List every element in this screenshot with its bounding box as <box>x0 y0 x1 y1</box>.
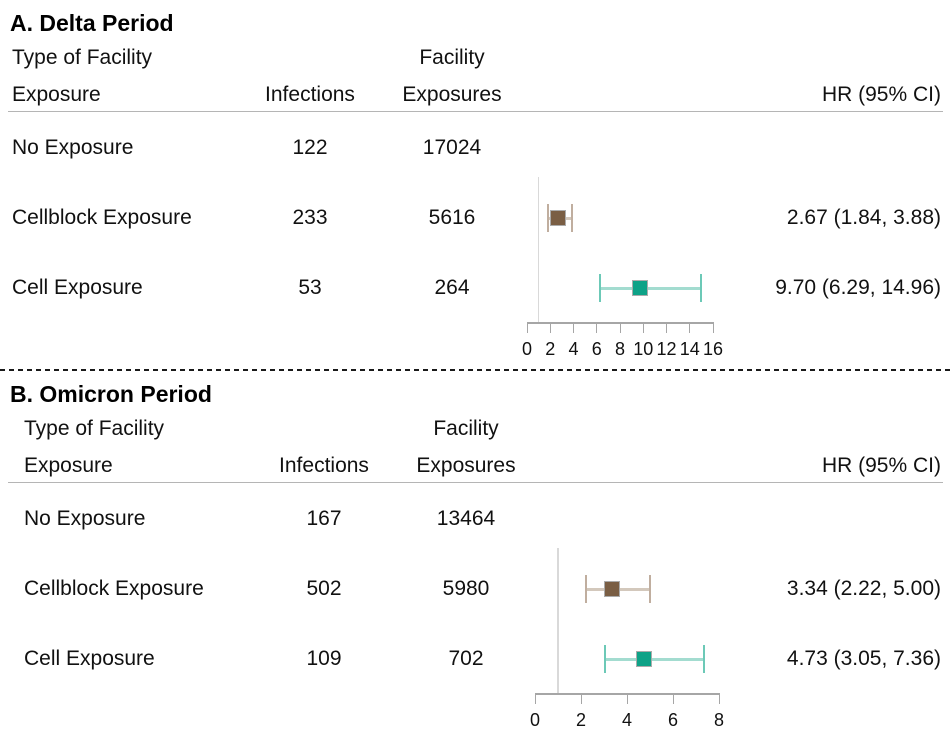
column-header-hr: HR (95% CI) <box>821 83 941 106</box>
axis-tick <box>672 693 674 704</box>
row-infections: 122 <box>292 136 328 159</box>
axis-tick-label: 4 <box>621 710 632 730</box>
axis-tick <box>573 322 574 333</box>
row-infections: 53 <box>298 276 322 299</box>
row-label: Cell Exposure <box>24 647 155 670</box>
axis-tick <box>580 693 582 704</box>
axis-tick-label: 2 <box>545 339 556 359</box>
ci-cap <box>604 645 607 673</box>
axis-tick <box>689 322 691 333</box>
axis-tick <box>626 693 628 704</box>
axis-tick-label: 4 <box>568 339 579 359</box>
panel-title: B. Omicron Period <box>10 381 212 407</box>
row-infections: 233 <box>292 206 328 229</box>
column-header-exposure-line1: Type of Facility <box>24 417 165 440</box>
axis-tick <box>712 322 714 333</box>
axis-tick <box>526 322 528 333</box>
axis-tick-label: 2 <box>575 710 586 730</box>
panel-divider-dashed-line <box>0 369 951 371</box>
column-header-infections: Infections <box>279 454 369 477</box>
ci-cap <box>599 274 602 302</box>
x-axis-line <box>535 693 719 695</box>
reference-line <box>557 548 559 693</box>
axis-tick <box>534 693 536 704</box>
row-facility-exposures: 264 <box>434 276 470 299</box>
row-infections: 109 <box>306 647 342 670</box>
column-header-infections: Infections <box>265 83 355 106</box>
axis-tick-label: 10 <box>633 339 654 359</box>
axis-tick <box>619 322 621 333</box>
row-label: No Exposure <box>24 507 146 530</box>
column-header-exposure-line2: Exposure <box>24 454 113 477</box>
axis-tick-label: 8 <box>614 339 625 359</box>
column-header-facility-line2: Exposures <box>402 83 502 106</box>
axis-tick-label: 0 <box>521 339 532 359</box>
column-header-exposure-line1: Type of Facility <box>12 46 153 69</box>
axis-tick-label: 12 <box>656 339 677 359</box>
x-axis-line <box>527 322 713 324</box>
row-label: Cellblock Exposure <box>12 206 192 229</box>
ci-line <box>548 217 573 220</box>
axis-tick-label: 6 <box>667 710 678 730</box>
header-rule <box>8 111 943 112</box>
row-facility-exposures: 13464 <box>436 507 496 530</box>
axis-tick <box>666 322 667 333</box>
row-hr-ci-value: 2.67 (1.84, 3.88) <box>786 206 941 229</box>
axis-tick-label: 6 <box>591 339 602 359</box>
axis-tick <box>642 322 644 333</box>
row-label: Cellblock Exposure <box>24 577 204 600</box>
ci-cap <box>547 204 550 232</box>
row-facility-exposures: 5980 <box>442 577 490 600</box>
row-facility-exposures: 17024 <box>422 136 482 159</box>
row-infections: 502 <box>306 577 342 600</box>
row-hr-ci-value: 4.73 (3.05, 7.36) <box>786 647 941 670</box>
column-header-facility-line1: Facility <box>433 417 499 440</box>
ci-cap <box>585 575 588 603</box>
axis-tick-label: 14 <box>679 339 700 359</box>
row-hr-ci-value: 9.70 (6.29, 14.96) <box>775 276 941 299</box>
row-facility-exposures: 5616 <box>428 206 476 229</box>
hr-marker <box>550 210 567 226</box>
reference-line <box>537 177 540 322</box>
panel-delta-period: A. Delta Period Type of Facility Exposur… <box>0 0 951 369</box>
row-label: No Exposure <box>12 136 134 159</box>
panel-title: A. Delta Period <box>10 10 174 36</box>
axis-tick <box>549 322 551 333</box>
axis-tick <box>596 322 598 333</box>
column-header-exposure-line2: Exposure <box>12 83 101 106</box>
header-rule <box>8 482 943 483</box>
column-header-facility-line1: Facility <box>419 46 485 69</box>
column-header-facility-line2: Exposures <box>416 454 516 477</box>
row-hr-ci-value: 3.34 (2.22, 5.00) <box>786 577 941 600</box>
panel-omicron-period: B. Omicron Period Type of Facility Expos… <box>0 371 951 742</box>
column-header-hr: HR (95% CI) <box>821 454 941 477</box>
row-label: Cell Exposure <box>12 276 143 299</box>
axis-tick-label: 0 <box>529 710 540 730</box>
row-infections: 167 <box>306 507 342 530</box>
ci-cap <box>571 204 574 232</box>
axis-tick-label: 8 <box>713 710 724 730</box>
row-facility-exposures: 702 <box>448 647 484 670</box>
axis-tick-label: 16 <box>702 339 724 359</box>
axis-tick <box>718 693 720 704</box>
